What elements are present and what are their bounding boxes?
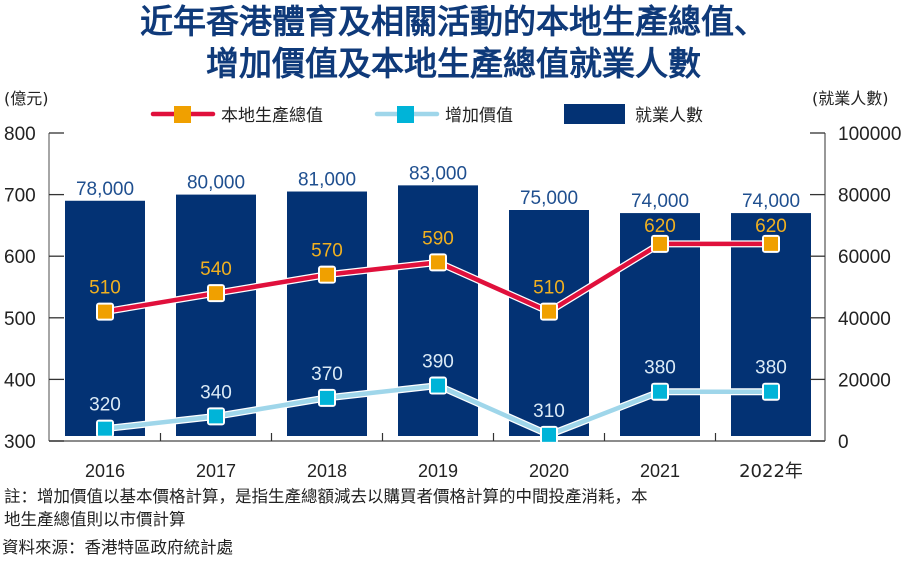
left-axis-label: (億元) [4,89,49,108]
value-added-marker [209,409,223,424]
lines-layer [96,234,780,444]
gdp-marker [431,255,445,270]
bar-label: 74,000 [631,191,689,212]
value-added-marker [764,384,778,399]
source-note: 資料來源：香港特區政府統計處 [2,538,233,557]
gdp-marker [320,267,334,282]
gdp-label: 510 [89,278,121,299]
left-tick-label: 600 [4,247,36,268]
value-added-marker [320,390,334,405]
value-added-marker [653,384,667,399]
labels-layer: 78,000 80,000 81,000 83,000 75,000 74,000 74,0… [76,163,800,421]
x-tick-label: 2018 [307,461,347,481]
x-tick-label: 2017 [196,461,236,481]
gdp-label: 620 [755,216,787,237]
footnote-line1: 註：增加價值以基本價格計算，是指生產總額減去以購買者價格計算的中間投產消耗，本 [4,487,648,506]
chart-title-line2: 增加價值及本地生產總值就業人數 [206,44,701,83]
gdp-marker [542,304,556,319]
left-tick-label: 700 [4,186,36,207]
right-tick-label: 0 [838,432,849,453]
value-added-label: 320 [89,395,121,416]
right-tick-label: 20000 [838,370,891,391]
gdp-label: 540 [200,259,232,280]
bar-2020 [509,210,589,436]
gdp-marker [653,236,667,251]
x-tick-label: 2016 [85,461,125,481]
left-tick-label: 500 [4,309,36,330]
value-added-label: 310 [533,401,565,422]
legend-value-added-marker [397,106,414,123]
x-tick-label: 2019 [418,461,458,481]
left-tick-label: 400 [4,370,36,391]
chart-title-line1: 近年香港體育及相關活動的本地生產總值、 [140,2,767,41]
x-tick-label: 2022年 [739,461,803,482]
value-added-label: 340 [200,382,232,403]
right-tick-label: 100000 [838,124,901,145]
gdp-label: 590 [422,228,454,249]
bar-label: 75,000 [520,188,578,209]
legend-gdp-marker [174,106,191,123]
value-added-marker [542,427,556,442]
bar-label: 78,000 [76,179,134,200]
x-tick-label: 2020 [529,461,569,481]
left-tick-label: 800 [4,124,36,145]
gdp-marker [98,304,112,319]
value-added-label: 380 [755,358,787,379]
value-added-marker [431,378,445,393]
bars-layer [65,185,811,436]
gdp-marker [209,286,223,301]
gdp-label: 510 [533,278,565,299]
right-tick-label: 60000 [838,247,891,268]
gdp-marker [764,236,778,251]
bar-label: 74,000 [742,191,800,212]
bar-label: 81,000 [298,170,356,191]
gdp-label: 620 [644,216,676,237]
right-tick-label: 40000 [838,309,891,330]
bar-label: 80,000 [187,173,245,194]
gdp-label: 570 [311,241,343,262]
right-axis-label: (就業人數) [812,89,889,108]
left-tick-label: 300 [4,432,36,453]
x-tick-label: 2021 [640,461,680,481]
axes-layer: 300 400 500 600 700 800 0 20000 40000 60000 80000 1… [4,89,901,482]
legend-gdp-label: 本地生產總值 [221,106,323,126]
footnote-line2: 地生產總值則以市價計算 [4,510,186,529]
legend-value-added-label: 增加價值 [445,106,513,126]
legend-employment-swatch [564,104,625,124]
right-tick-label: 80000 [838,186,891,207]
legend: 本地生產總值 增加價值 就業人數 [150,104,703,126]
value-added-label: 380 [644,358,676,379]
value-added-marker [98,421,112,436]
bar-2017 [176,194,256,436]
value-added-label: 370 [311,364,343,385]
bar-label: 83,000 [409,163,467,184]
legend-employment-label: 就業人數 [635,106,703,126]
value-added-label: 390 [422,352,454,373]
